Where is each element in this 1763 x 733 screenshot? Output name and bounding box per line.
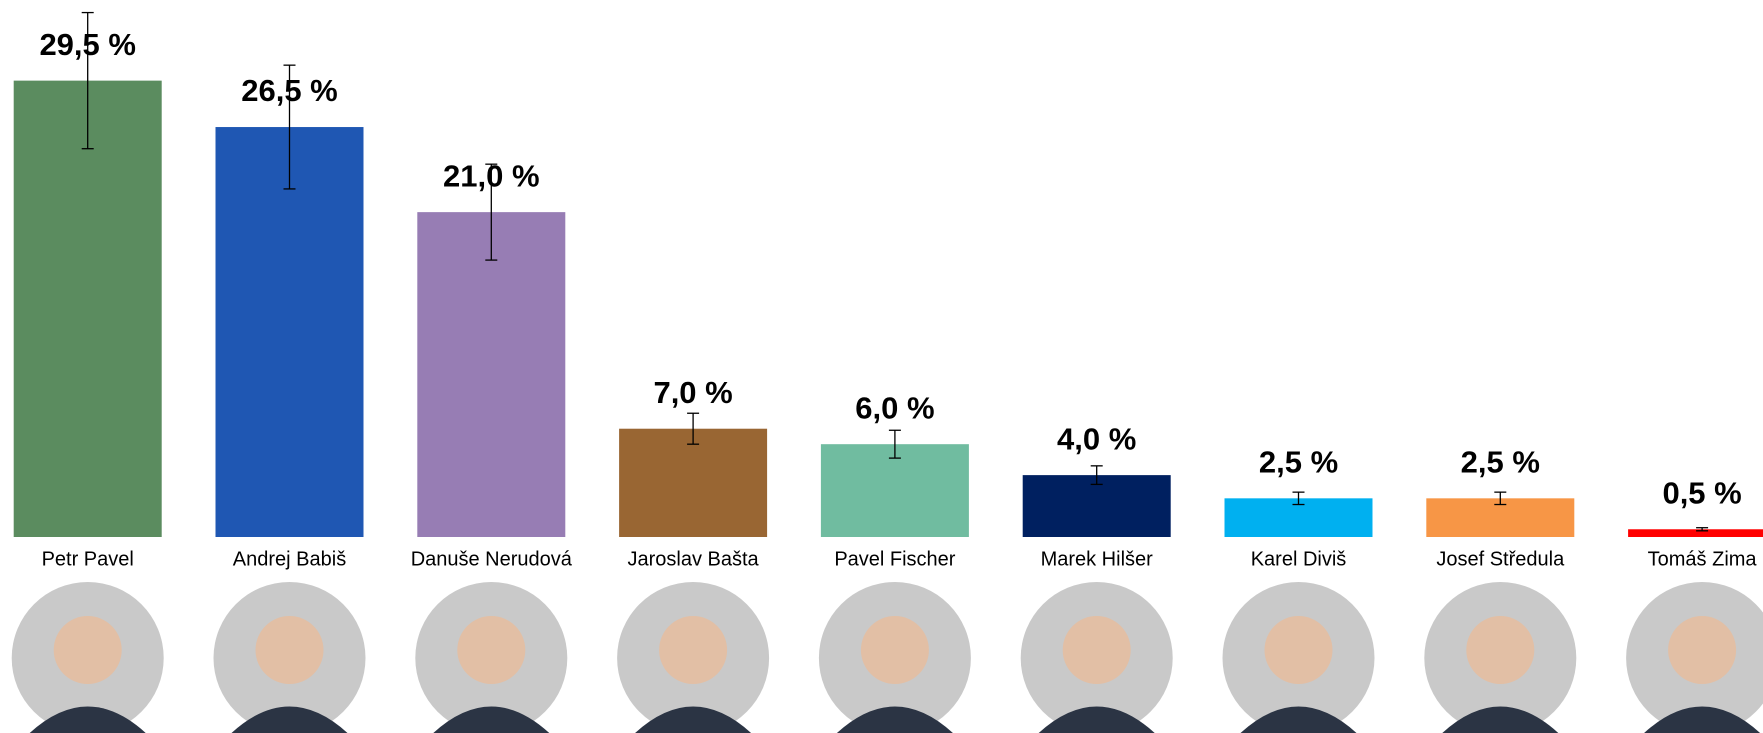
bar (215, 127, 364, 538)
error-bar (81, 11, 94, 150)
x-tick-label: Danuše Nerudová (411, 548, 573, 570)
value-label: 29,5 % (39, 27, 136, 62)
photo-shoulders (1442, 706, 1559, 733)
photo-shoulders (231, 706, 348, 733)
value-label: 4,0 % (1057, 421, 1136, 456)
value-label: 6,0 % (855, 390, 934, 425)
error-bar (1090, 465, 1103, 486)
value-label: 2,5 % (1461, 445, 1540, 480)
error-bar (888, 429, 901, 459)
photo-shoulders (1240, 706, 1357, 733)
photo-face (659, 616, 728, 684)
photo-face (1264, 616, 1333, 684)
error-bar (1494, 491, 1507, 506)
bar (619, 428, 768, 537)
x-tick-label: Andrej Babiš (233, 548, 346, 570)
photo-shoulders (29, 706, 146, 733)
x-tick-label: Karel Diviš (1251, 548, 1347, 570)
error-bar (687, 412, 700, 445)
photo-face (53, 616, 122, 684)
photo-shoulders (836, 706, 953, 733)
bar (1022, 475, 1171, 537)
photo-shoulders (1644, 706, 1761, 733)
photo-face (255, 616, 324, 684)
value-label: 0,5 % (1662, 475, 1741, 510)
photo-shoulders (433, 706, 550, 733)
x-tick-label: Petr Pavel (42, 548, 134, 570)
x-tick-label: Pavel Fischer (834, 548, 955, 570)
bar (13, 80, 162, 537)
error-bar (485, 163, 498, 261)
photo-face (1062, 616, 1131, 684)
photo-shoulders (635, 706, 752, 733)
error-bar (1696, 527, 1709, 532)
x-tick-label: Josef Středula (1436, 548, 1565, 570)
photo-shoulders (1038, 706, 1155, 733)
bar (417, 212, 566, 537)
photo-face (1668, 616, 1737, 684)
bar (820, 444, 969, 537)
value-label: 21,0 % (443, 158, 540, 193)
photo-face (860, 616, 929, 684)
error-bar (1292, 491, 1305, 506)
x-tick-label: Tomáš Zima (1648, 548, 1758, 570)
value-label: 2,5 % (1259, 445, 1338, 480)
value-label: 26,5 % (241, 73, 338, 108)
x-tick-label: Marek Hilšer (1041, 548, 1154, 570)
photo-face (457, 616, 526, 684)
value-label: 7,0 % (653, 375, 732, 410)
x-tick-label: Jaroslav Bašta (628, 548, 760, 570)
error-bar (283, 64, 296, 190)
photo-face (1466, 616, 1535, 684)
bar (1628, 529, 1763, 537)
